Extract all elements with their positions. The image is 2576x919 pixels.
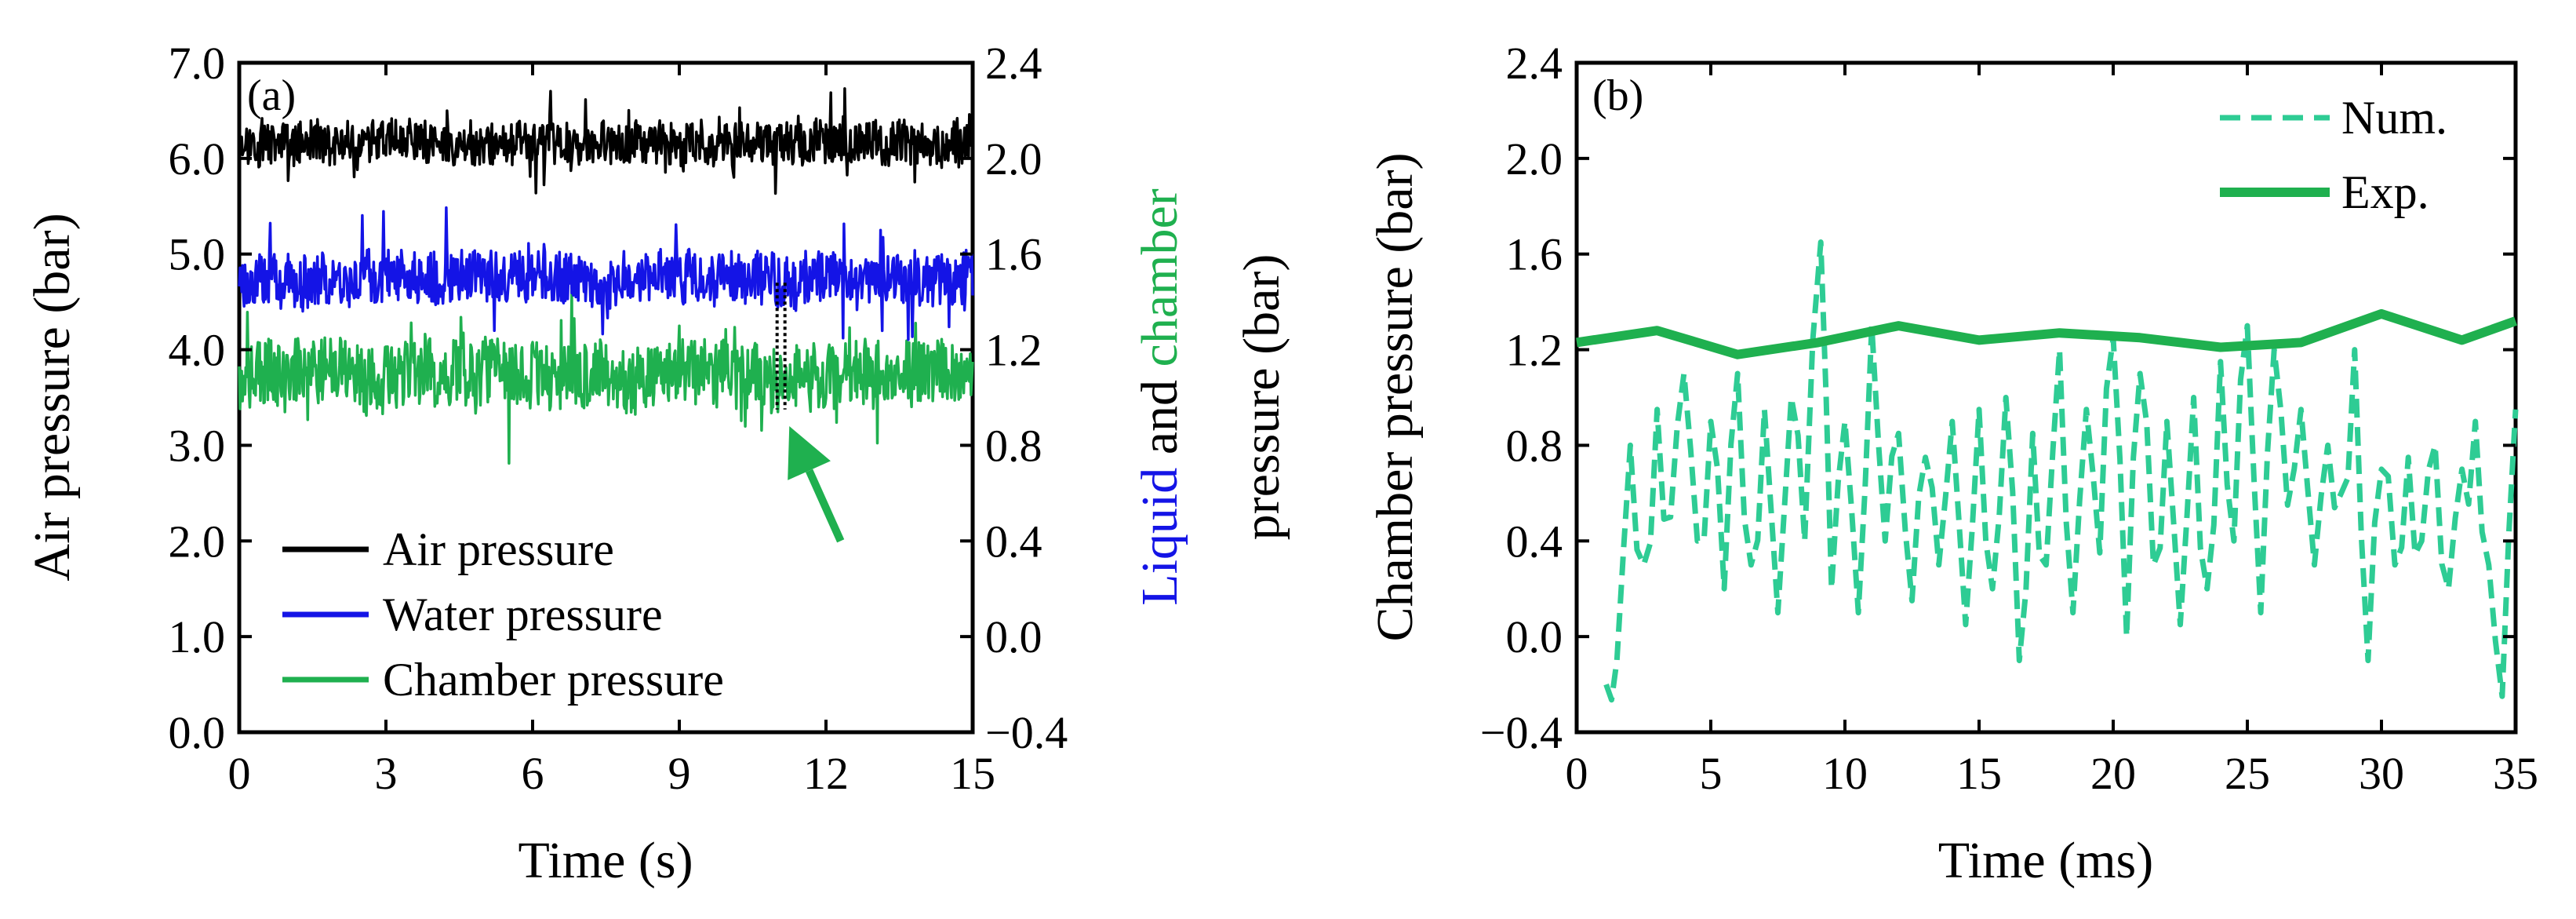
panel-b-x-tick-label: 35	[2493, 748, 2538, 799]
panel-b-y-tick-label: 0.8	[1506, 420, 1563, 471]
panel-a-x-tick-label: 3	[375, 748, 398, 799]
panel-b-y-tick-label: 1.2	[1506, 325, 1563, 376]
panel-a-y-tick-label: 3.0	[169, 420, 226, 471]
legend-label-water-pressure: Water pressure	[383, 589, 663, 640]
legend-label-air-pressure: Air pressure	[383, 523, 614, 575]
panel-a-y2-tick-label: 0.0	[985, 611, 1042, 662]
panel-a-y2-tick-label: 1.2	[985, 325, 1042, 376]
panel-a-y2-axis-title-line1: Liquid and chamber	[1131, 188, 1188, 606]
panel-a-y-tick-label: 7.0	[169, 38, 226, 89]
series-line-exp	[1576, 308, 2518, 359]
series-line-num	[1603, 239, 2519, 703]
panel-a-x-tick-label: 12	[803, 748, 849, 799]
panel-b-plot-frame	[1574, 60, 2518, 735]
panel-a-x-tick-label: 9	[668, 748, 691, 799]
panel-b-y-axis-title: Chamber pressure (bar)	[1366, 152, 1424, 641]
panel-a-x-tick-label: 15	[950, 748, 995, 799]
panel-b-y-tick-label: 2.4	[1506, 38, 1563, 89]
panel-b-x-tick-label: 0	[1566, 748, 1588, 799]
panel-a-x-tick-label: 0	[228, 748, 251, 799]
legend-label-exp: Exp.	[2341, 166, 2429, 218]
series-line-water-pressure	[238, 206, 974, 341]
panel-a-y-tick-label: 0.0	[169, 707, 226, 758]
panel-a-y-tick-label: 2.0	[169, 516, 226, 567]
panel-b-x-tick-label: 30	[2359, 748, 2404, 799]
panel-a-series-group	[238, 87, 974, 465]
panel-b-x-axis-title: Time (ms)	[1938, 832, 2153, 889]
panel-a-legend: Air pressure Water pressure Chamber pres…	[282, 523, 724, 706]
panel-b-y-tick-label: 0.4	[1506, 516, 1563, 567]
arrow-shaft	[806, 469, 845, 543]
panel-a: 0 3 6 9 12 15 0.0 1.0 2.0 3.0 4.0 5.0 6.0 7.0 −0.4 0.0 0…	[24, 38, 1290, 889]
panel-a-annotation	[775, 283, 845, 543]
legend-label-chamber-pressure: Chamber pressure	[383, 654, 724, 706]
y2-title-and: and	[1131, 367, 1188, 467]
panel-b-x-tick-label: 10	[1822, 748, 1868, 799]
panel-a-y-tick-label: 5.0	[169, 229, 226, 280]
panel-b-label: (b)	[1592, 71, 1643, 120]
panel-a-x-tick-label: 6	[522, 748, 544, 799]
series-line-chamber-pressure	[238, 290, 974, 465]
panel-b-legend: Num. Exp.	[2220, 92, 2447, 218]
panel-b-series-group	[1576, 239, 2519, 703]
legend-label-num: Num.	[2341, 92, 2447, 144]
panel-a-ticks: 0 3 6 9 12 15 0.0 1.0 2.0 3.0 4.0 5.0 6.0 7.0 −0.4 0.0 0…	[169, 38, 1068, 799]
panel-b-y-tick-label: 2.0	[1506, 133, 1563, 184]
panel-a-y2-tick-label: 1.6	[985, 229, 1042, 280]
panel-b-y-tick-label: 1.6	[1506, 229, 1563, 280]
series-line-air-pressure	[238, 87, 973, 195]
panel-a-y2-tick-label: −0.4	[985, 707, 1068, 758]
panel-b-x-tick-label: 15	[1956, 748, 2002, 799]
arrow-head	[788, 426, 831, 480]
panel-a-y2-axis-title-line2: pressure (bar)	[1233, 254, 1290, 541]
panel-a-x-axis-title: Time (s)	[518, 832, 693, 889]
panel-b-x-tick-label: 25	[2225, 748, 2270, 799]
panel-a-y2-tick-label: 2.0	[985, 133, 1042, 184]
panel-b-ticks: 0 5 10 15 20 25 30 35 −0.4 0.0 0.4 0.8 1.2 1.6 2.0 2.4	[1480, 38, 2538, 799]
y2-title-liquid: Liquid	[1131, 468, 1188, 606]
panel-a-y2-tick-label: 2.4	[985, 38, 1042, 89]
panel-b-y-tick-label: −0.4	[1480, 707, 1563, 758]
panel-a-y2-tick-label: 0.4	[985, 516, 1042, 567]
y2-title-chamber: chamber	[1131, 188, 1188, 367]
panel-a-y-tick-label: 6.0	[169, 133, 226, 184]
panel-a-y-tick-label: 4.0	[169, 325, 226, 376]
panel-a-label: (a)	[247, 71, 296, 120]
panel-b-x-tick-label: 5	[1700, 748, 1723, 799]
panel-a-y2-tick-label: 0.8	[985, 420, 1042, 471]
panel-a-y-axis-title: Air pressure (bar)	[24, 213, 81, 581]
panel-a-y-tick-label: 1.0	[169, 611, 226, 662]
panel-b: 0 5 10 15 20 25 30 35−0.40.00.40.81.21.62.02.4 …	[1366, 38, 2538, 889]
panel-b-x-tick-label: 20	[2090, 748, 2136, 799]
panel-b-y-tick-label: 0.0	[1506, 611, 1563, 662]
